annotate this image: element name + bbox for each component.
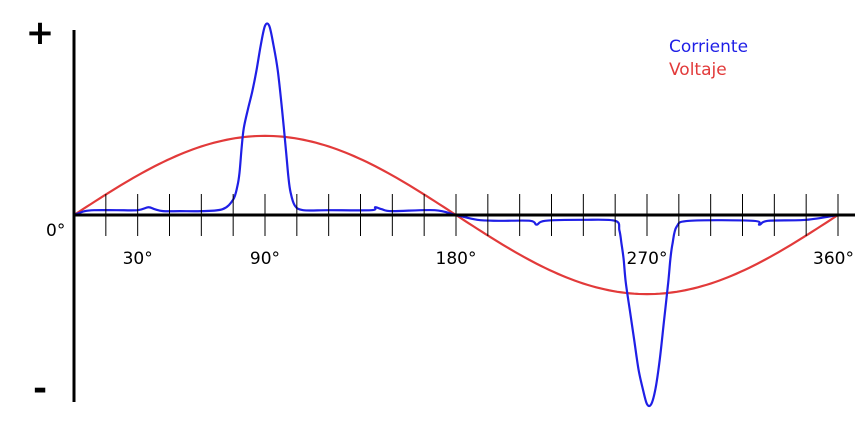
x-tick-label: 360° [813, 249, 854, 269]
x-tick-label: 180° [436, 249, 477, 269]
legend-voltaje: Voltaje [669, 60, 727, 80]
x-tick-label: 90° [250, 249, 280, 269]
legend-corriente: Corriente [669, 37, 748, 57]
x-tick-label: 0° [46, 221, 65, 241]
legend: Corriente Voltaje [669, 37, 748, 80]
y-positive-sign: + [26, 13, 55, 53]
x-tick-label: 270° [627, 249, 668, 269]
x-tick-label: 30° [123, 249, 153, 269]
y-negative-sign: - [33, 369, 47, 409]
x-axis-tick-labels: 0° 30° 90° 180° 270° 360° [46, 221, 854, 269]
